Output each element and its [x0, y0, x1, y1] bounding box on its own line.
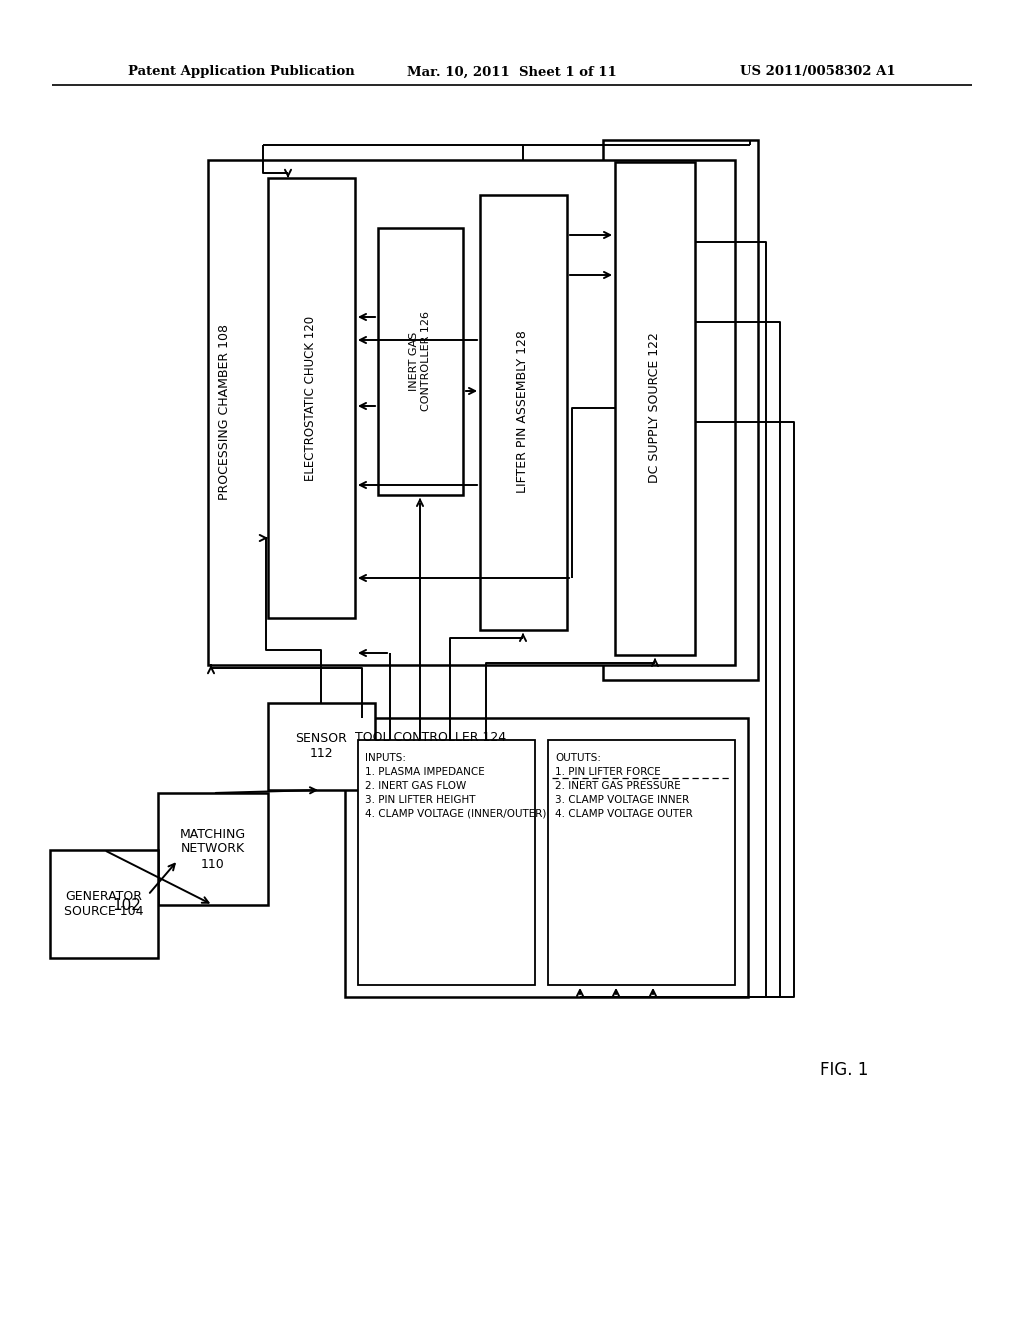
Text: US 2011/0058302 A1: US 2011/0058302 A1: [740, 66, 896, 78]
Text: INPUTS:
1. PLASMA IMPEDANCE
2. INERT GAS FLOW
3. PIN LIFTER HEIGHT
4. CLAMP VOLT: INPUTS: 1. PLASMA IMPEDANCE 2. INERT GAS…: [365, 752, 547, 818]
Bar: [615, 162, 695, 655]
Text: DC SUPPLY SOURCE 122: DC SUPPLY SOURCE 122: [648, 333, 662, 483]
Text: FIG. 1: FIG. 1: [820, 1061, 868, 1078]
Bar: [378, 228, 463, 495]
Bar: [158, 793, 268, 906]
Text: 102: 102: [112, 898, 141, 912]
Text: Patent Application Publication: Patent Application Publication: [128, 66, 354, 78]
Text: SENSOR
112: SENSOR 112: [295, 733, 347, 760]
Bar: [208, 160, 735, 665]
Text: Mar. 10, 2011  Sheet 1 of 11: Mar. 10, 2011 Sheet 1 of 11: [408, 66, 616, 78]
Bar: [50, 850, 158, 958]
Text: INERT GAS
CONTROLLER 126: INERT GAS CONTROLLER 126: [410, 312, 431, 411]
Text: LIFTER PIN ASSEMBLY 128: LIFTER PIN ASSEMBLY 128: [516, 330, 529, 494]
Text: MATCHING
NETWORK
110: MATCHING NETWORK 110: [180, 828, 246, 870]
Text: PROCESSING CHAMBER 108: PROCESSING CHAMBER 108: [217, 323, 230, 500]
Text: TOOL CONTROLLER 124: TOOL CONTROLLER 124: [355, 731, 506, 744]
Bar: [603, 140, 758, 680]
Bar: [345, 718, 748, 997]
Bar: [480, 195, 567, 630]
Text: GENERATOR
SOURCE 104: GENERATOR SOURCE 104: [65, 890, 143, 917]
Bar: [268, 704, 375, 789]
Bar: [358, 741, 535, 985]
Bar: [548, 741, 735, 985]
Bar: [268, 178, 355, 618]
Text: OUTUTS:
1. PIN LIFTER FORCE
2. INERT GAS PRESSURE
3. CLAMP VOLTAGE INNER
4. CLAM: OUTUTS: 1. PIN LIFTER FORCE 2. INERT GAS…: [555, 752, 693, 818]
Text: ELECTROSTATIC CHUCK 120: ELECTROSTATIC CHUCK 120: [304, 315, 317, 480]
